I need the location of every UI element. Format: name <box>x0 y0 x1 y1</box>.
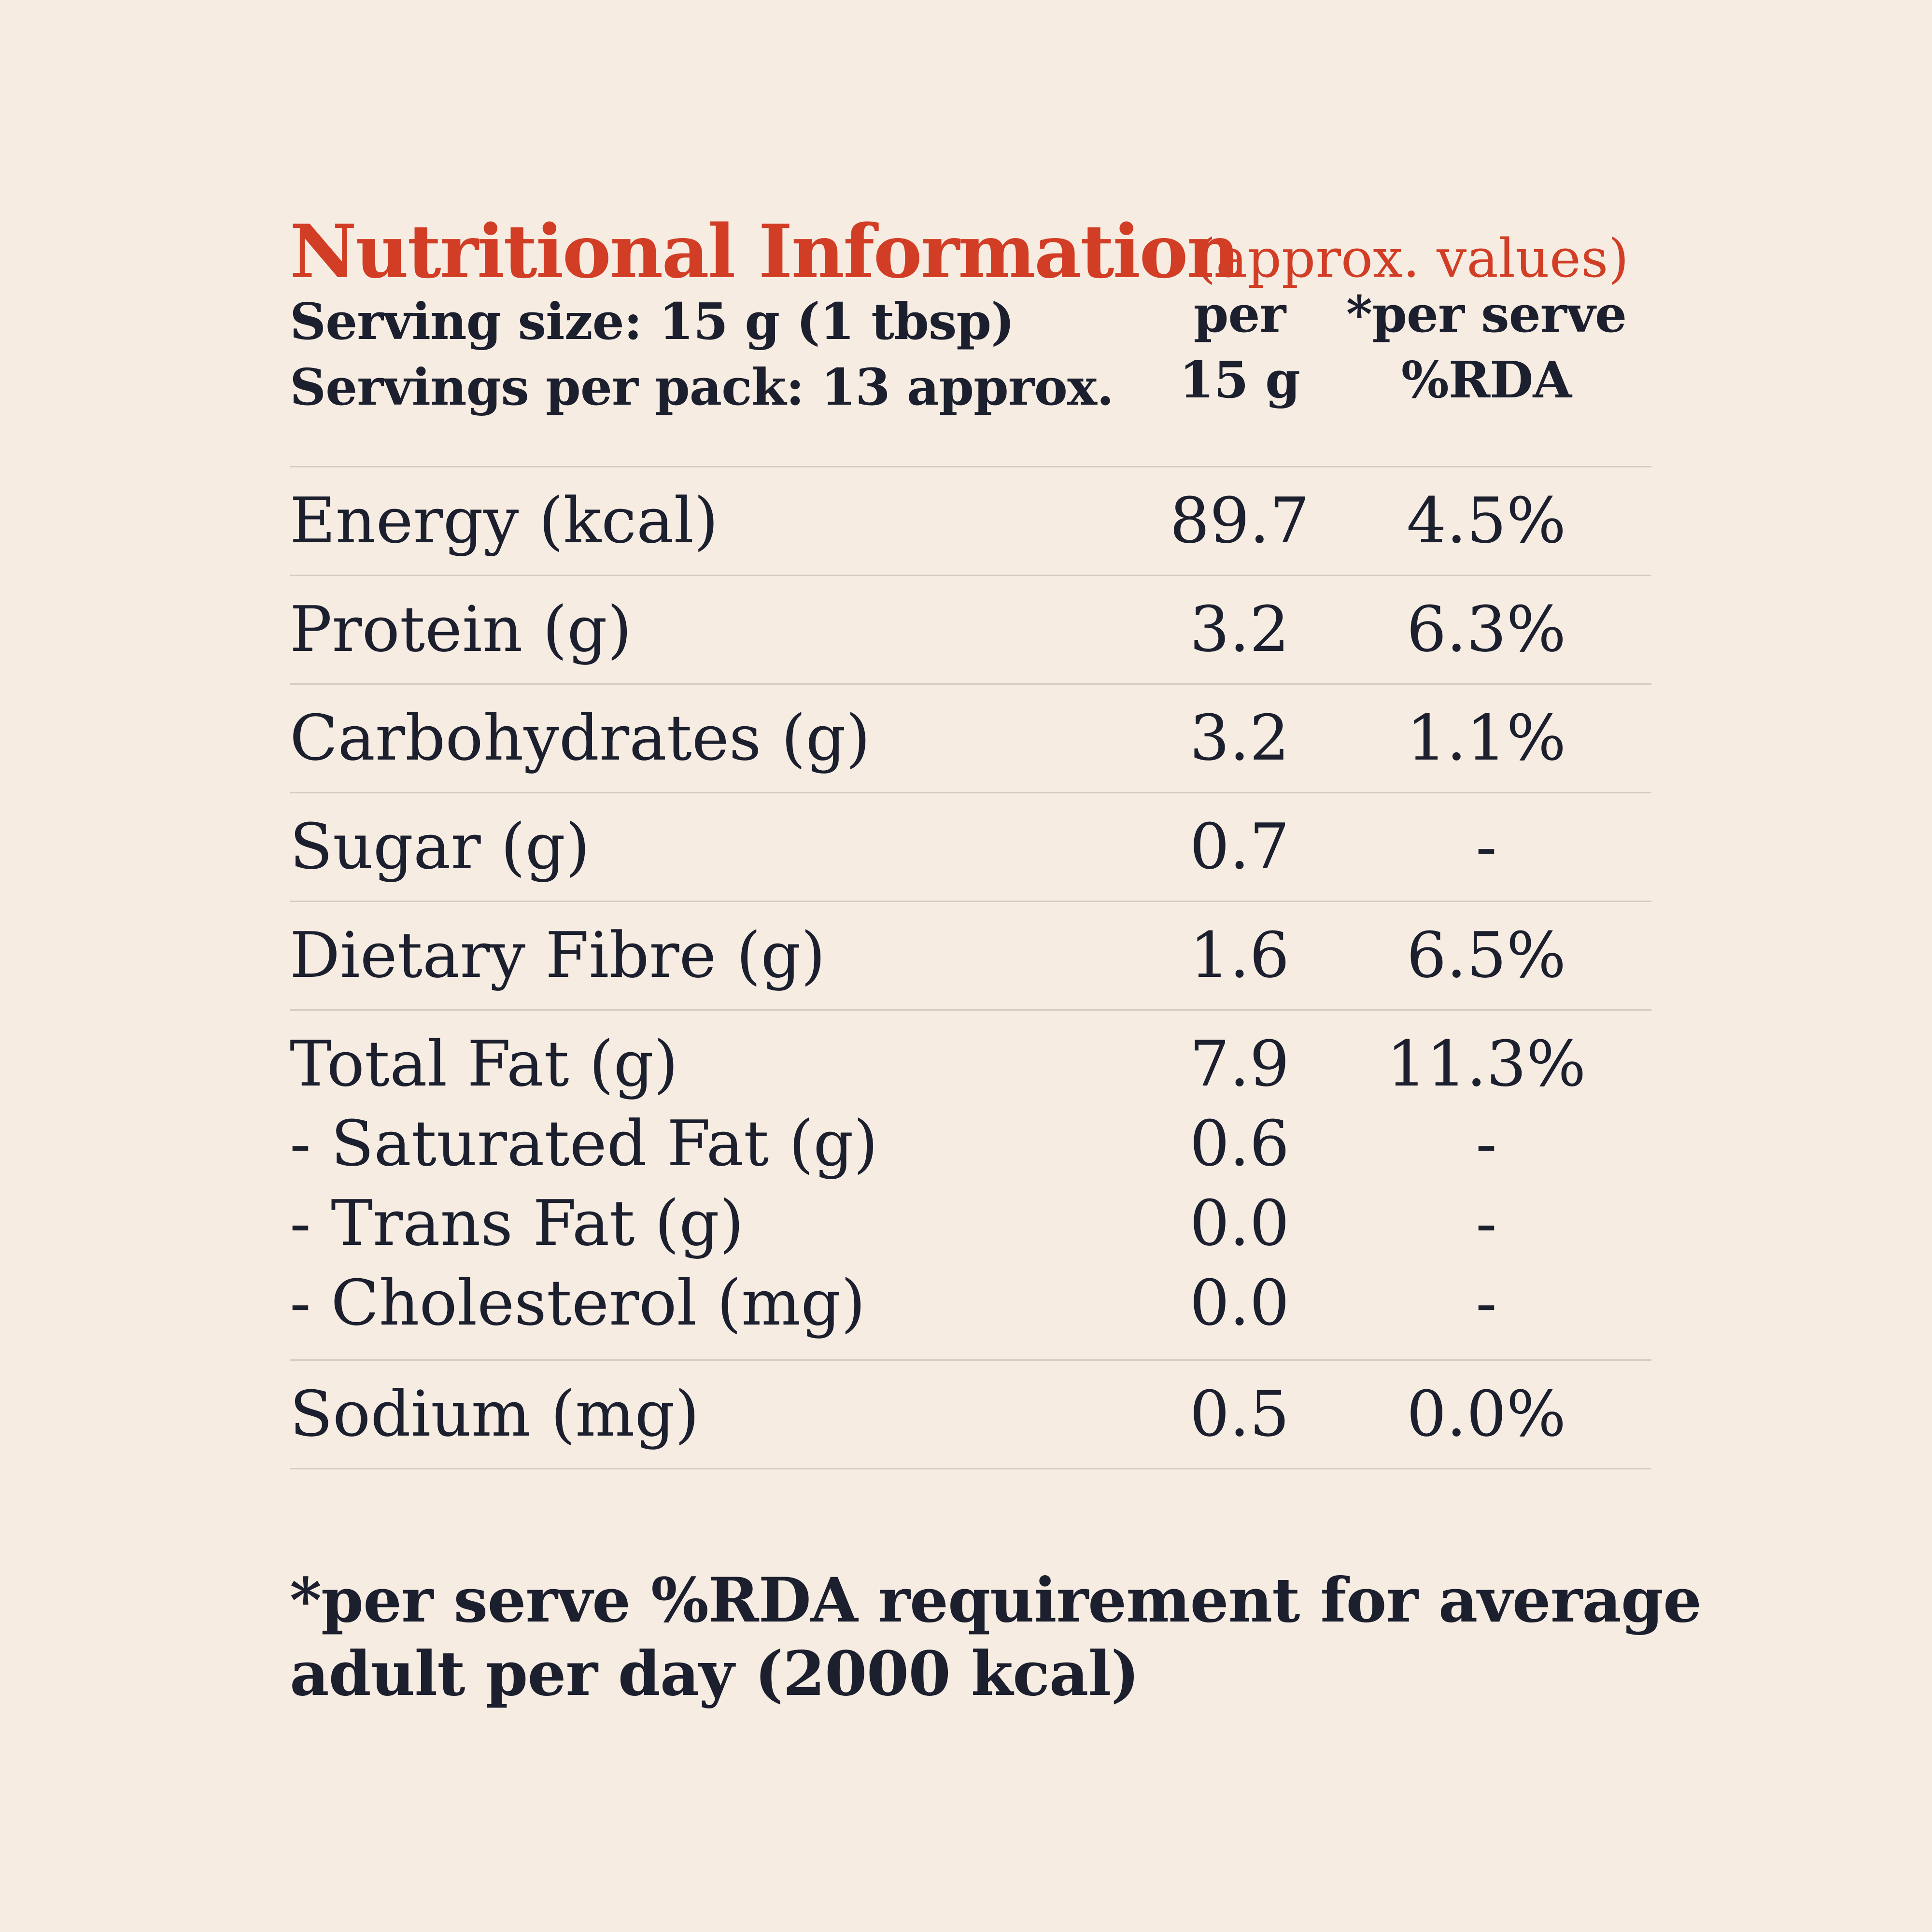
column-header-rda-line2: %RDA <box>1401 350 1572 409</box>
row-rda: - <box>1476 1186 1497 1260</box>
row-per-15g: 89.7 <box>1170 484 1310 557</box>
table-row-dietary-fibre: Dietary Fibre (g) 1.6 6.5% <box>290 902 1651 1011</box>
row-per-15g: 3.2 <box>1189 592 1290 666</box>
row-rda: - <box>1476 1107 1497 1180</box>
row-rda: 6.5% <box>1406 918 1566 992</box>
row-rda: 4.5% <box>1406 484 1566 557</box>
row-label: - Trans Fat (g) <box>290 1186 744 1260</box>
fat-line-saturated: - Saturated Fat (g) 0.6 - <box>290 1112 1651 1192</box>
fat-line-total: Total Fat (g) 7.9 11.3% <box>290 1032 1651 1112</box>
row-label: Protein (g) <box>290 592 632 666</box>
rda-footnote: *per serve %RDA requirement for average … <box>290 1564 1702 1710</box>
row-label: Sodium (mg) <box>290 1377 700 1451</box>
table-header: Serving size: 15 g (1 tbsp) Servings per… <box>290 284 1651 467</box>
row-per-15g: 1.6 <box>1189 918 1290 992</box>
row-rda: - <box>1476 1266 1497 1340</box>
table-row-sodium: Sodium (mg) 0.5 0.0% <box>290 1361 1651 1469</box>
servings-per-pack: Servings per pack: 13 approx. <box>290 357 1114 417</box>
row-rda: 0.0% <box>1406 1377 1566 1451</box>
column-header-rda: *per serve %RDA <box>1346 282 1627 413</box>
serving-size: Serving size: 15 g (1 tbsp) <box>290 292 1015 351</box>
fat-line-trans: - Trans Fat (g) 0.0 - <box>290 1192 1651 1271</box>
table-row-sugar: Sugar (g) 0.7 - <box>290 793 1651 902</box>
row-rda: 6.3% <box>1406 592 1566 666</box>
footnote-line1: *per serve %RDA requirement for average <box>290 1565 1702 1636</box>
table-row-fat-group: Total Fat (g) 7.9 11.3% - Saturated Fat … <box>290 1011 1651 1361</box>
row-label: - Cholesterol (mg) <box>290 1266 866 1340</box>
row-rda: 11.3% <box>1386 1027 1586 1100</box>
row-label: Total Fat (g) <box>290 1027 678 1100</box>
column-header-rda-line1: *per serve <box>1346 284 1627 344</box>
table-row-carbohydrates: Carbohydrates (g) 3.2 1.1% <box>290 685 1651 793</box>
panel-subtitle: (approx. values) <box>1195 227 1629 289</box>
panel-title: Nutritional Information <box>290 208 1240 295</box>
nutrition-panel: Nutritional Information (approx. values)… <box>290 212 1651 1469</box>
title-line: Nutritional Information (approx. values) <box>290 212 1651 299</box>
column-header-per-15g-line1: per <box>1193 284 1286 344</box>
column-header-per-15g: per 15 g <box>1179 282 1300 413</box>
row-rda: - <box>1476 810 1497 883</box>
row-label: Energy (kcal) <box>290 484 719 557</box>
row-per-15g: 0.5 <box>1189 1377 1290 1451</box>
row-per-15g: 3.2 <box>1189 701 1290 775</box>
row-per-15g: 0.0 <box>1189 1266 1290 1340</box>
row-per-15g: 7.9 <box>1189 1027 1290 1100</box>
row-per-15g: 0.6 <box>1189 1107 1290 1180</box>
row-label: Dietary Fibre (g) <box>290 918 826 992</box>
row-label: Carbohydrates (g) <box>290 701 871 775</box>
footnote-line2: adult per day (2000 kcal) <box>290 1638 1140 1709</box>
row-rda: 1.1% <box>1406 701 1566 775</box>
column-header-per-15g-line2: 15 g <box>1179 350 1300 409</box>
row-per-15g: 0.7 <box>1189 810 1290 883</box>
fat-line-cholesterol: - Cholesterol (mg) 0.0 - <box>290 1271 1651 1351</box>
row-label: Sugar (g) <box>290 810 590 883</box>
table-row-protein: Protein (g) 3.2 6.3% <box>290 576 1651 685</box>
row-label: - Saturated Fat (g) <box>290 1107 878 1180</box>
table-row-energy: Energy (kcal) 89.7 4.5% <box>290 467 1651 576</box>
row-per-15g: 0.0 <box>1189 1186 1290 1260</box>
serving-info: Serving size: 15 g (1 tbsp) Servings per… <box>290 289 1114 420</box>
